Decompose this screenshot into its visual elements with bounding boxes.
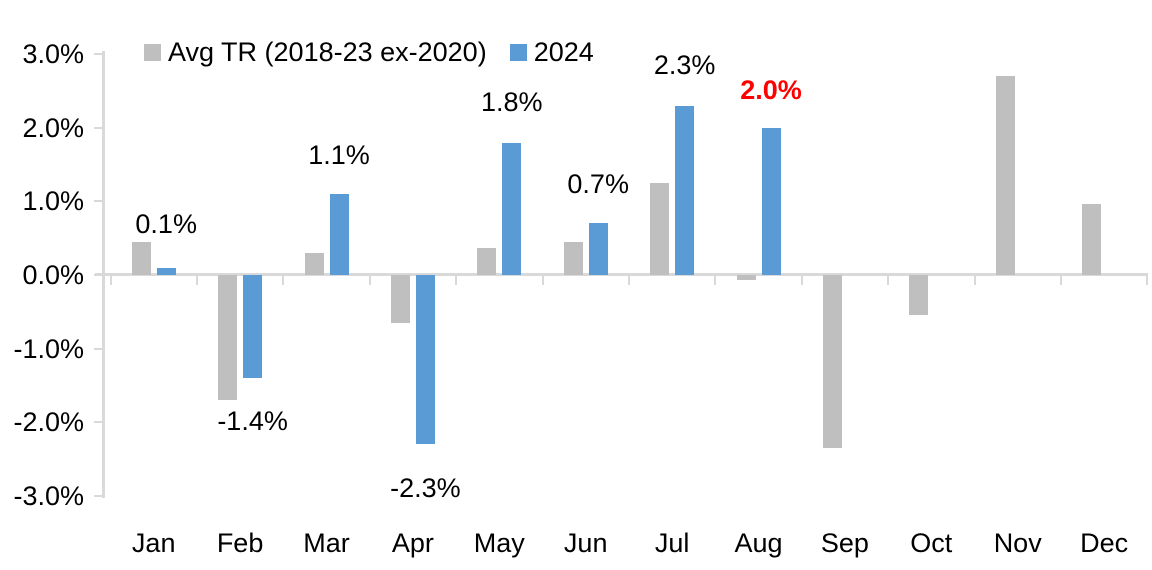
data-label-jan: 0.1% xyxy=(135,208,197,239)
bar-avg-feb xyxy=(218,275,238,401)
y-tick-label: 0.0% xyxy=(22,260,84,290)
y-axis-tick xyxy=(94,421,103,424)
data-label-jul: 2.3% xyxy=(653,49,716,80)
y-tick-label: 2.0% xyxy=(22,112,84,143)
bar-avg-jul xyxy=(650,183,670,275)
x-tick-label-oct: Oct xyxy=(910,528,953,558)
bar-avg-may xyxy=(477,247,497,275)
legend-swatch-2024-icon xyxy=(509,43,527,61)
y-tick-label: 3.0% xyxy=(22,39,84,70)
x-tick-label-nov: Nov xyxy=(993,528,1042,558)
y-axis-tick xyxy=(94,200,103,203)
bar-avg-sep xyxy=(822,275,842,448)
x-tick-label-dec: Dec xyxy=(1080,528,1129,558)
data-label-mar: 1.1% xyxy=(308,140,370,171)
data-label-aug: 2.0% xyxy=(740,74,802,105)
data-label-jun: 0.7% xyxy=(567,169,629,200)
data-label-apr: -2.3% xyxy=(390,473,461,504)
y-tick-label: -2.0% xyxy=(13,407,84,438)
bar-2024-jun xyxy=(588,223,608,275)
bar-2024-mar xyxy=(329,194,349,275)
bar-2024-aug xyxy=(761,127,781,275)
x-tick-label-may: May xyxy=(473,528,525,558)
x-axis-tick xyxy=(973,276,976,285)
legend-swatch-avg-icon xyxy=(144,43,161,61)
x-axis-tick xyxy=(1059,276,1062,285)
y-axis-tick xyxy=(94,347,103,350)
x-axis-tick xyxy=(282,276,285,285)
legend-label-2024: 2024 xyxy=(533,37,594,67)
y-axis-tick xyxy=(94,274,103,276)
y-tick-label: -1.0% xyxy=(13,333,84,364)
y-tick-label: -3.0% xyxy=(13,480,84,511)
y-axis-tick xyxy=(94,494,103,497)
x-axis-tick xyxy=(887,276,890,285)
x-axis-tick xyxy=(800,276,803,285)
y-axis-tick xyxy=(94,53,103,56)
x-axis-tick xyxy=(1146,276,1149,285)
x-axis-tick xyxy=(368,276,371,285)
x-tick-label-jul: Jul xyxy=(654,528,690,558)
data-label-feb: -1.4% xyxy=(217,406,288,437)
x-tick-label-feb: Feb xyxy=(216,528,264,558)
bar-2024-apr xyxy=(415,275,435,445)
x-axis-tick xyxy=(109,276,112,285)
bar-avg-dec xyxy=(1082,203,1102,275)
bar-avg-nov xyxy=(995,76,1015,275)
bar-avg-apr xyxy=(390,275,410,323)
x-tick-label-jun: Jun xyxy=(563,528,608,558)
bar-avg-aug xyxy=(736,275,756,281)
y-tick-label: 1.0% xyxy=(22,186,84,217)
x-axis-tick xyxy=(627,276,630,285)
x-tick-label-mar: Mar xyxy=(303,528,350,558)
bar-avg-jun xyxy=(563,241,583,275)
x-axis-tick xyxy=(455,276,458,285)
x-axis-tick xyxy=(714,276,717,285)
x-tick-label-jan: Jan xyxy=(131,528,176,558)
x-tick-label-sep: Sep xyxy=(820,528,869,558)
data-label-may: 1.8% xyxy=(481,86,543,117)
bar-2024-feb xyxy=(243,275,263,379)
bar-2024-jan xyxy=(156,267,176,275)
legend: Avg TR (2018-23 ex-2020) 2024 xyxy=(144,38,594,66)
x-tick-label-aug: Aug xyxy=(734,528,783,558)
zero-axis-line xyxy=(95,273,1148,276)
bar-avg-mar xyxy=(304,252,324,275)
bar-avg-oct xyxy=(909,275,929,316)
y-axis-tick xyxy=(94,126,103,129)
x-axis-tick xyxy=(541,276,544,285)
x-tick-label-apr: Apr xyxy=(391,528,434,558)
legend-label-avg: Avg TR (2018-23 ex-2020) xyxy=(168,37,487,67)
x-axis-tick xyxy=(195,276,198,285)
bar-2024-may xyxy=(502,142,522,275)
bar-avg-jan xyxy=(131,241,151,275)
bar-2024-jul xyxy=(675,105,695,275)
